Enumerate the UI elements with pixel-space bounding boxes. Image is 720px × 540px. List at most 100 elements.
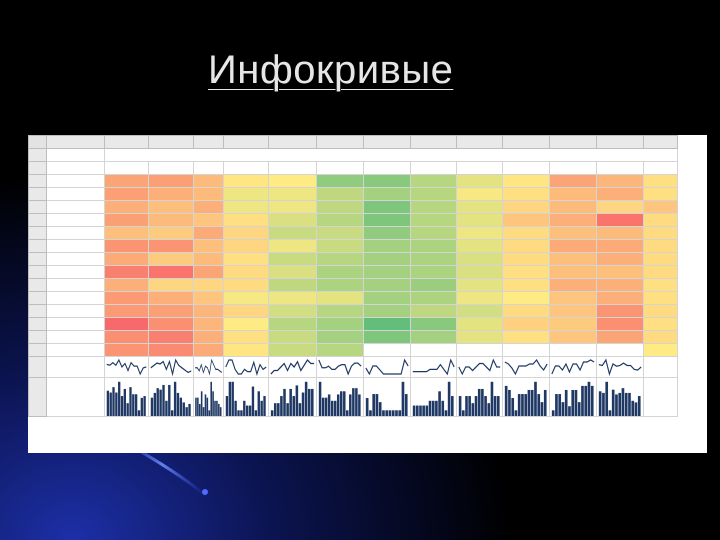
temperature-cell[interactable] [316, 343, 364, 357]
row-header-11[interactable] [28, 278, 47, 292]
sparkline-cell[interactable] [549, 356, 597, 378]
temperature-cell[interactable] [549, 343, 597, 357]
temperature-cell[interactable] [410, 252, 457, 266]
year-cell[interactable] [46, 174, 105, 188]
temperature-cell[interactable] [410, 278, 457, 292]
temperature-cell[interactable] [456, 343, 503, 357]
temperature-cell[interactable] [596, 174, 644, 188]
temperature-cell[interactable] [549, 291, 597, 305]
temperature-cell[interactable] [596, 278, 644, 292]
temperature-cell[interactable] [502, 278, 550, 292]
year-cell[interactable] [46, 252, 105, 266]
row-header-8[interactable] [28, 239, 47, 253]
temperature-cell[interactable] [456, 213, 503, 227]
sparkline-cell[interactable] [104, 356, 149, 378]
column-title-cell[interactable] [223, 161, 269, 175]
year-cell[interactable] [46, 187, 105, 201]
temperature-cell[interactable] [104, 304, 149, 318]
temperature-cell[interactable] [502, 291, 550, 305]
temperature-cell[interactable] [193, 304, 224, 318]
column-title-cell[interactable] [502, 161, 550, 175]
temperature-cell[interactable] [549, 278, 597, 292]
temperature-cell[interactable] [268, 330, 317, 344]
year-cell[interactable] [46, 200, 105, 214]
temperature-cell[interactable] [104, 343, 149, 357]
temperature-cell[interactable] [363, 213, 411, 227]
temperature-cell[interactable] [316, 265, 364, 279]
temperature-cell[interactable] [193, 239, 224, 253]
temperature-cell[interactable] [148, 187, 194, 201]
column-sparkline-cell[interactable] [410, 377, 457, 417]
temperature-cell[interactable] [363, 174, 411, 188]
temperature-cell[interactable] [363, 252, 411, 266]
column-title-cell[interactable] [596, 161, 644, 175]
temperature-cell[interactable] [410, 330, 457, 344]
temperature-cell[interactable] [596, 304, 644, 318]
sparkline-cell[interactable] [363, 356, 411, 378]
temperature-cell[interactable] [268, 304, 317, 318]
temperature-cell[interactable] [268, 343, 317, 357]
column-title-cell[interactable] [316, 161, 364, 175]
column-title-cell[interactable] [46, 161, 105, 175]
temperature-cell[interactable] [456, 265, 503, 279]
temperature-cell[interactable] [596, 239, 644, 253]
temperature-cell[interactable] [643, 265, 678, 279]
temperature-cell[interactable] [502, 330, 550, 344]
year-cell[interactable] [46, 213, 105, 227]
temperature-cell[interactable] [410, 187, 457, 201]
temperature-cell[interactable] [502, 226, 550, 240]
temperature-cell[interactable] [363, 239, 411, 253]
cell[interactable] [643, 161, 678, 175]
temperature-cell[interactable] [363, 291, 411, 305]
temperature-cell[interactable] [643, 200, 678, 214]
temperature-cell[interactable] [643, 174, 678, 188]
temperature-cell[interactable] [643, 343, 678, 357]
cell[interactable] [46, 377, 105, 417]
column-title-cell[interactable] [268, 161, 317, 175]
temperature-cell[interactable] [223, 239, 269, 253]
temperature-cell[interactable] [502, 343, 550, 357]
temperature-cell[interactable] [596, 187, 644, 201]
temperature-cell[interactable] [502, 174, 550, 188]
column-sparkline-cell[interactable] [502, 377, 550, 417]
temperature-cell[interactable] [502, 304, 550, 318]
column-title-cell[interactable] [456, 161, 503, 175]
column-sparkline-cell[interactable] [104, 377, 149, 417]
temperature-cell[interactable] [148, 200, 194, 214]
temperature-cell[interactable] [363, 343, 411, 357]
temperature-cell[interactable] [502, 213, 550, 227]
column-header-F[interactable] [268, 135, 317, 149]
temperature-cell[interactable] [193, 200, 224, 214]
temperature-cell[interactable] [223, 265, 269, 279]
temperature-cell[interactable] [456, 304, 503, 318]
temperature-cell[interactable] [410, 304, 457, 318]
temperature-cell[interactable] [193, 226, 224, 240]
row-header-14[interactable] [28, 317, 47, 331]
year-cell[interactable] [46, 343, 105, 357]
year-cell[interactable] [46, 291, 105, 305]
temperature-cell[interactable] [549, 200, 597, 214]
year-cell[interactable] [46, 278, 105, 292]
sparkline-cell[interactable] [596, 356, 644, 378]
select-all-corner[interactable] [28, 135, 47, 149]
temperature-cell[interactable] [643, 278, 678, 292]
temperature-cell[interactable] [456, 200, 503, 214]
temperature-cell[interactable] [502, 200, 550, 214]
temperature-cell[interactable] [456, 187, 503, 201]
column-header-E[interactable] [223, 135, 269, 149]
temperature-cell[interactable] [502, 187, 550, 201]
temperature-cell[interactable] [316, 330, 364, 344]
row-header-1[interactable] [28, 148, 47, 162]
temperature-cell[interactable] [456, 278, 503, 292]
column-sparkline-cell[interactable] [363, 377, 411, 417]
row-header-3[interactable] [28, 174, 47, 188]
temperature-cell[interactable] [193, 330, 224, 344]
temperature-cell[interactable] [363, 187, 411, 201]
temperature-cell[interactable] [104, 291, 149, 305]
temperature-cell[interactable] [148, 343, 194, 357]
row-header-12[interactable] [28, 291, 47, 305]
temperature-cell[interactable] [549, 174, 597, 188]
column-title-cell[interactable] [148, 161, 194, 175]
temperature-cell[interactable] [643, 304, 678, 318]
temperature-cell[interactable] [223, 174, 269, 188]
